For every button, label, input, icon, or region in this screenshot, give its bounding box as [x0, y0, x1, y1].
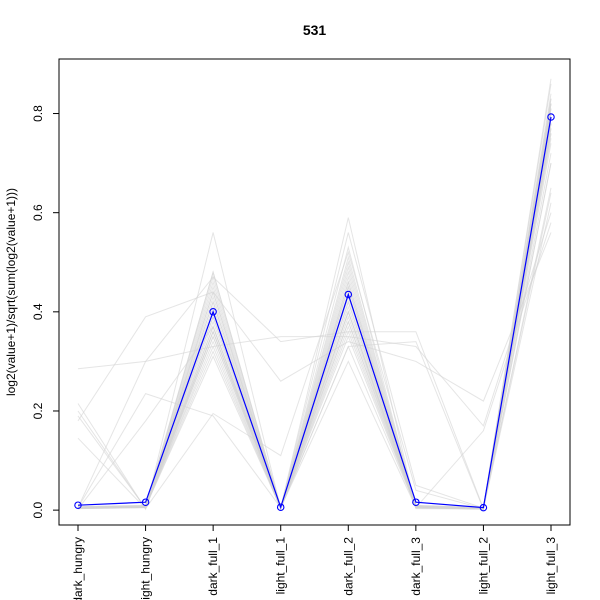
highlight-point	[547, 113, 555, 121]
background-series-line	[77, 163, 552, 511]
y-tick-label: 0.4	[31, 303, 45, 320]
x-tick-label: light_full_2	[476, 537, 490, 595]
background-series-line	[77, 232, 552, 422]
x-tick-label: dark_full_1	[206, 537, 220, 596]
chart-title: 531	[303, 22, 327, 38]
plot-frame	[58, 58, 571, 526]
highlight-point	[479, 503, 488, 512]
y-tick-label: 0.6	[31, 204, 45, 221]
y-tick-label: 0.2	[31, 402, 45, 419]
background-series-line	[77, 222, 552, 509]
x-tick-label: dark_full_3	[409, 537, 423, 596]
y-tick-label: 0.8	[31, 105, 45, 122]
axes-group: 0.0 0.2 0.4 0.6 0.8 dark_hungry light_hungry da…	[31, 105, 558, 600]
highlight-point	[141, 498, 150, 506]
highlight-point	[412, 498, 420, 506]
background-series-line	[77, 202, 552, 511]
highlight-point	[344, 290, 353, 299]
x-tick-label: dark_full_2	[341, 537, 355, 596]
highlight-point	[74, 501, 82, 509]
highlight-point	[209, 308, 217, 316]
y-tick-label: 0.0	[31, 501, 45, 518]
highlight-point	[276, 503, 285, 511]
background-series-line	[77, 163, 552, 511]
background-series-line	[77, 187, 552, 510]
x-tick-label: dark_hungry	[71, 537, 85, 600]
highlight-series-group	[74, 113, 555, 512]
x-tick-label: light_full_3	[544, 537, 558, 595]
x-tick-label: light_hungry	[139, 537, 153, 600]
x-tick-label: light_full_1	[274, 537, 288, 595]
highlight-series-line	[77, 116, 552, 510]
y-axis-label: log2(value+1)/sqrt(sum(log2(value+1)))	[4, 188, 18, 396]
